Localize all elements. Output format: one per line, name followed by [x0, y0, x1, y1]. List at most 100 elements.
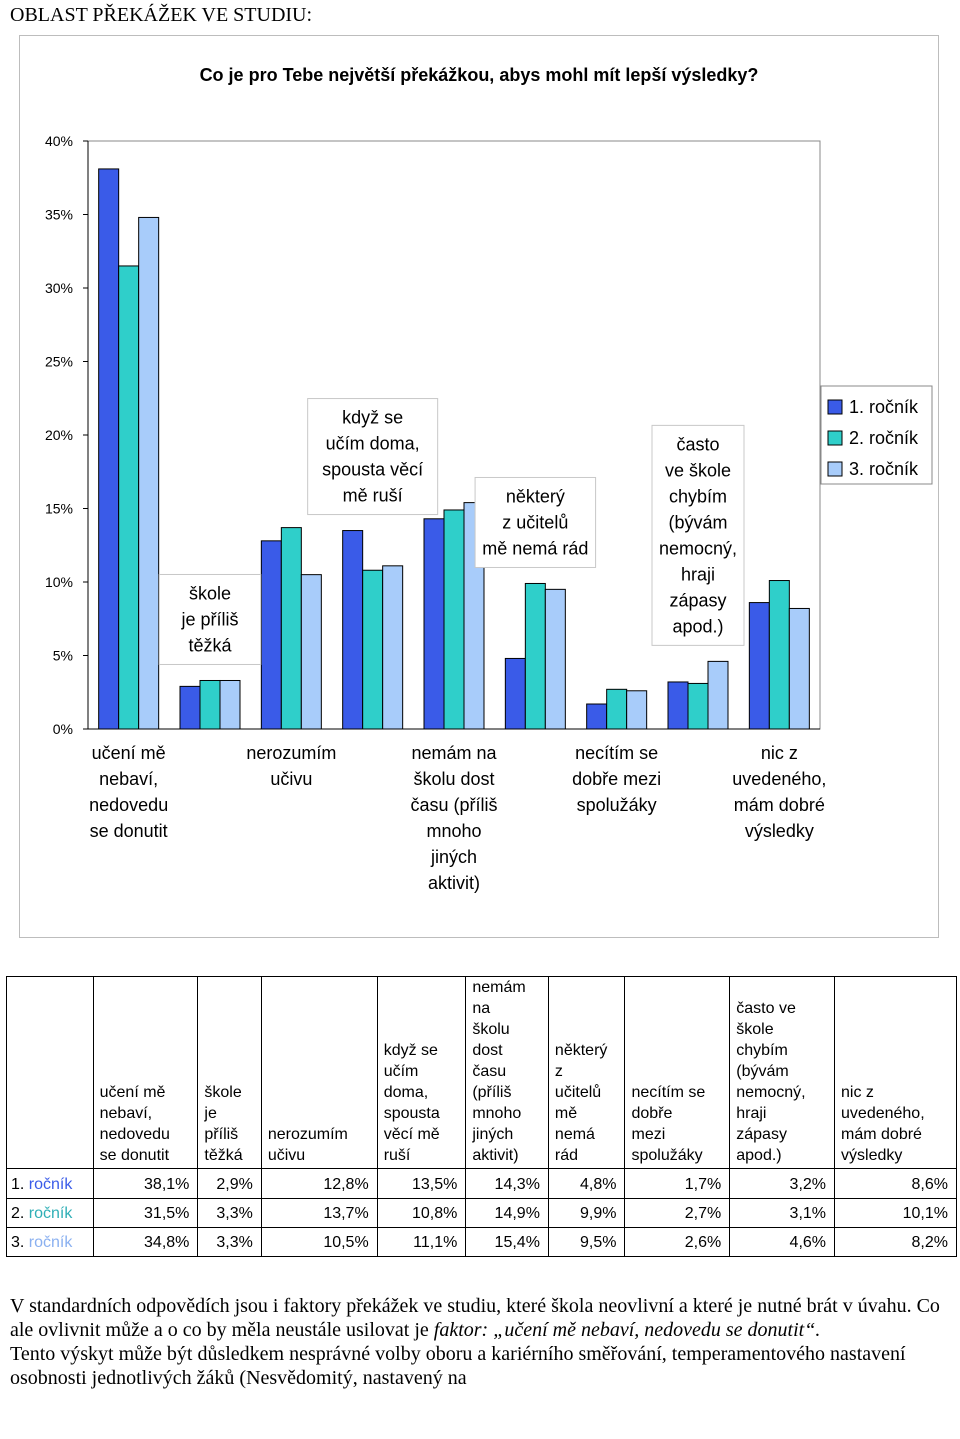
x-category-label: těžká	[188, 635, 232, 655]
x-category-label: chybím	[669, 486, 727, 506]
table-cell: 31,5%	[92, 1198, 199, 1228]
x-category-label: hraji	[681, 564, 715, 584]
x-category-label: je příliš	[180, 609, 238, 629]
text-block: V standardních odpovědích jsou i faktory…	[10, 1294, 945, 1390]
table-header-cell: škole je příliš těžká	[197, 976, 262, 1169]
x-category-label: ve škole	[665, 460, 731, 480]
table-cell: 4,8%	[547, 1168, 626, 1199]
y-tick-label: 5%	[53, 648, 73, 664]
x-category-label-box	[474, 476, 597, 568]
table-cell: 9,9%	[547, 1198, 626, 1228]
table-header-cell: nemám na školu dost času (příliš mnoho jiných ak…	[465, 976, 549, 1169]
x-category-label: škole	[189, 583, 231, 603]
table-header-cell: učení mě nebaví, nedovedu se donutit	[92, 976, 199, 1169]
table-cell: 10,5%	[260, 1227, 378, 1257]
x-category-label: mám dobré	[734, 795, 825, 815]
table-cell: 10,8%	[376, 1198, 467, 1228]
x-category-label: nebaví,	[99, 769, 158, 789]
table-cell: 14,3%	[465, 1168, 549, 1199]
table-header-cell: často ve škole chybím (bývám nemocný, hraji zá…	[729, 976, 836, 1169]
y-tick-label: 30%	[45, 280, 73, 296]
table-cell: 8,6%	[834, 1168, 957, 1199]
y-tick-label: 35%	[45, 207, 73, 223]
table-row: 3. ročník 34,8% 3,3% 10,5% 11,1% 15,4% 9,5% 2,6…	[6, 1227, 957, 1257]
legend-label: 2. ročník	[849, 428, 919, 448]
bar-series2	[524, 582, 546, 730]
legend-swatch-series2	[827, 430, 843, 446]
bar-series1	[748, 602, 770, 730]
table-row-label: 1. ročník	[6, 1168, 94, 1199]
x-category-label: nedovedu	[89, 795, 168, 815]
x-category-label: zápasy	[669, 590, 726, 610]
bar-series3	[544, 588, 566, 730]
table-cell: 38,1%	[92, 1168, 199, 1199]
bar-series1	[504, 657, 526, 730]
bar-series1	[586, 703, 608, 730]
x-category-label: z učitelů	[502, 512, 568, 532]
bar-series3	[707, 660, 729, 730]
bar-series3	[382, 565, 404, 730]
x-category-label: často	[676, 434, 719, 454]
table-header-row: učení mě nebaví, nedovedu se donutit škole je…	[6, 976, 957, 1169]
x-category-label: když se	[342, 408, 403, 428]
bar-series2	[443, 509, 465, 730]
bar-series3	[219, 679, 241, 730]
bar-series2	[280, 527, 302, 730]
x-category-label: školu dost	[413, 769, 494, 789]
x-category-label: času (příliš	[410, 795, 497, 815]
bar-series2	[118, 265, 140, 730]
x-category-label-box	[307, 398, 439, 516]
data-table: učení mě nebaví, nedovedu se donutit škole je…	[6, 976, 957, 1257]
bar-chart: Co je pro Tebe největší překážkou, abys …	[45, 65, 933, 893]
table-cell: 9,5%	[547, 1227, 626, 1257]
y-tick-label: 10%	[45, 574, 73, 590]
x-category-label: mě ruší	[343, 486, 403, 506]
y-tick-label: 0%	[53, 721, 73, 737]
table-cell: 1,7%	[624, 1168, 731, 1199]
table-cell: 14,9%	[465, 1198, 549, 1228]
table-cell: 4,6%	[729, 1227, 836, 1257]
x-category-label: učení mě	[92, 743, 166, 763]
x-category-label: mnoho	[426, 821, 481, 841]
x-category-label: spolužáky	[577, 795, 657, 815]
bar-series2	[606, 688, 628, 730]
bar-series3	[626, 690, 648, 730]
bar-series1	[260, 540, 282, 730]
table-cell: 8,2%	[834, 1227, 957, 1257]
bar-series3	[138, 216, 160, 730]
x-category-label-box	[651, 424, 745, 646]
bar-series1	[179, 685, 201, 730]
x-category-label: nic z	[761, 743, 798, 763]
x-category-label: spousta věcí	[322, 460, 423, 480]
table-row: 1. ročník 38,1% 2,9% 12,8% 13,5% 14,3% 4,8% 1,7…	[6, 1168, 957, 1199]
table-cell: 11,1%	[376, 1227, 467, 1257]
x-category-label: aktivit)	[428, 873, 480, 893]
table-header-cell: když se učím doma, spousta věcí mě ruší	[376, 976, 467, 1169]
table-cell: 13,7%	[260, 1198, 378, 1228]
section-title: OBLAST PŘEKÁŽEK VE STUDIU:	[10, 4, 313, 26]
x-category-label-box	[158, 573, 262, 665]
x-category-label: učím doma,	[326, 434, 420, 454]
table-cell: 13,5%	[376, 1168, 467, 1199]
table-cell: 12,8%	[260, 1168, 378, 1199]
table-header-cell: některý z učitelů mě nemá rád	[547, 976, 626, 1169]
paragraph-1-text: V standardních odpovědích jsou i faktory…	[10, 1295, 940, 1341]
table-cell: 3,3%	[197, 1227, 262, 1257]
table-row-label: 3. ročník	[6, 1227, 94, 1257]
table-cell: 3,2%	[729, 1168, 836, 1199]
table-cell: 3,1%	[729, 1198, 836, 1228]
y-tick-label: 40%	[45, 133, 73, 149]
table-corner-cell	[6, 976, 94, 1169]
table-header-cell: nerozumím učivu	[260, 976, 378, 1169]
bar-series3	[788, 607, 810, 730]
chart-title: Co je pro Tebe největší překážkou, abys …	[200, 65, 759, 85]
x-category-label: dobře mezi	[572, 769, 661, 789]
legend-swatch-series1	[827, 399, 843, 415]
table-row: 2. ročník 31,5% 3,3% 13,7% 10,8% 14,9% 9,9% 2,7…	[6, 1198, 957, 1228]
x-category-label: nemocný,	[659, 538, 737, 558]
table-cell: 2,6%	[624, 1227, 731, 1257]
x-category-label: necítím se	[575, 743, 658, 763]
x-category-label: mě nemá rád	[482, 538, 588, 558]
x-category-label: učivu	[270, 769, 312, 789]
bar-series1	[423, 518, 445, 730]
